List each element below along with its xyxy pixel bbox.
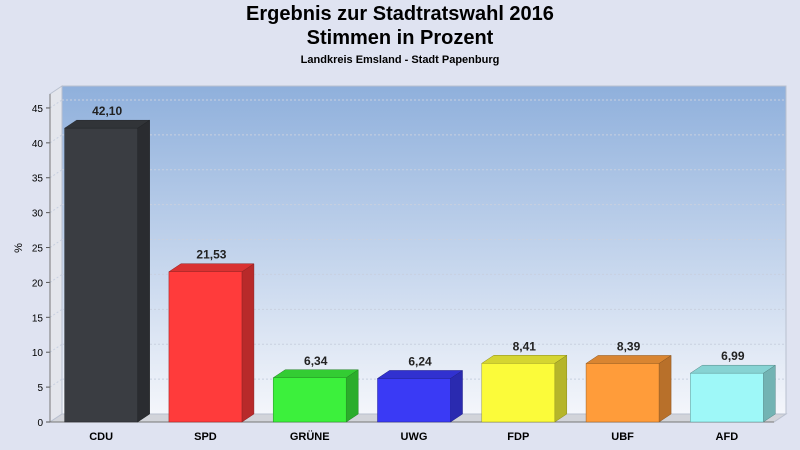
bar-side xyxy=(241,263,255,423)
gridline-side xyxy=(49,378,63,388)
y-tick-label: 45 xyxy=(32,104,44,115)
bar-top xyxy=(272,369,360,379)
chart-title-line-2: Stimmen in Prozent xyxy=(306,27,494,49)
chart-title: Ergebnis zur Stadtratswahl 2016 xyxy=(246,3,554,25)
bar-top xyxy=(376,370,464,379)
x-tick-label: UBF xyxy=(611,431,634,443)
y-tick-label: 25 xyxy=(32,244,44,255)
chart-subtitle: Landkreis Emsland - Stadt Papenburg xyxy=(300,54,500,66)
y-tick-label: 0 xyxy=(37,418,43,429)
bar-top xyxy=(168,263,255,272)
bar-top xyxy=(689,364,777,374)
data-label: 8,41 xyxy=(513,339,537,353)
x-tick-label: AFD xyxy=(716,431,739,443)
gridline-side xyxy=(49,99,63,109)
y-tick-label: 5 xyxy=(37,383,43,394)
bar-spd xyxy=(168,271,243,423)
data-label: 42,10 xyxy=(92,104,122,118)
bar-uwg xyxy=(377,378,451,423)
bar-cdu xyxy=(64,127,138,423)
bar-top xyxy=(480,355,568,364)
bar-side xyxy=(345,369,359,423)
data-label: 8,39 xyxy=(617,339,641,353)
bar-side xyxy=(658,354,672,423)
x-tick-label: CDU xyxy=(89,431,113,443)
x-tick-label: UWG xyxy=(401,431,428,443)
bar-side xyxy=(137,119,150,423)
bar-afd xyxy=(690,372,764,423)
y-tick-label: 40 xyxy=(32,139,44,150)
y-axis-label: % xyxy=(13,243,25,253)
bar-ubf xyxy=(585,363,660,423)
bar-top xyxy=(63,119,151,129)
x-tick-label: FDP xyxy=(507,431,529,443)
gridline-side xyxy=(49,169,63,179)
bar-side xyxy=(450,369,463,423)
bar-grüne xyxy=(272,377,347,423)
gridline-side xyxy=(49,204,63,214)
data-label: 6,34 xyxy=(304,354,328,368)
bar-side xyxy=(763,364,776,423)
data-label: 21,53 xyxy=(196,248,226,262)
bar-side xyxy=(554,354,568,423)
gridline-side xyxy=(49,134,63,144)
x-tick-label: GRÜNE xyxy=(290,430,330,443)
data-label: 6,99 xyxy=(721,349,745,363)
gridline-side xyxy=(49,343,63,353)
gridline-side xyxy=(49,239,63,248)
y-tick-label: 15 xyxy=(32,313,44,324)
x-tick-label: SPD xyxy=(194,431,217,443)
gridline-side xyxy=(49,308,63,318)
y-tick-label: 10 xyxy=(32,348,44,359)
data-label: 6,24 xyxy=(408,354,432,368)
gridline-side xyxy=(49,274,63,283)
bar-fdp xyxy=(481,363,556,423)
y-tick-label: 35 xyxy=(32,174,44,185)
bar-top xyxy=(585,355,672,364)
y-tick-label: 20 xyxy=(32,278,44,289)
y-tick-label: 30 xyxy=(32,209,44,220)
